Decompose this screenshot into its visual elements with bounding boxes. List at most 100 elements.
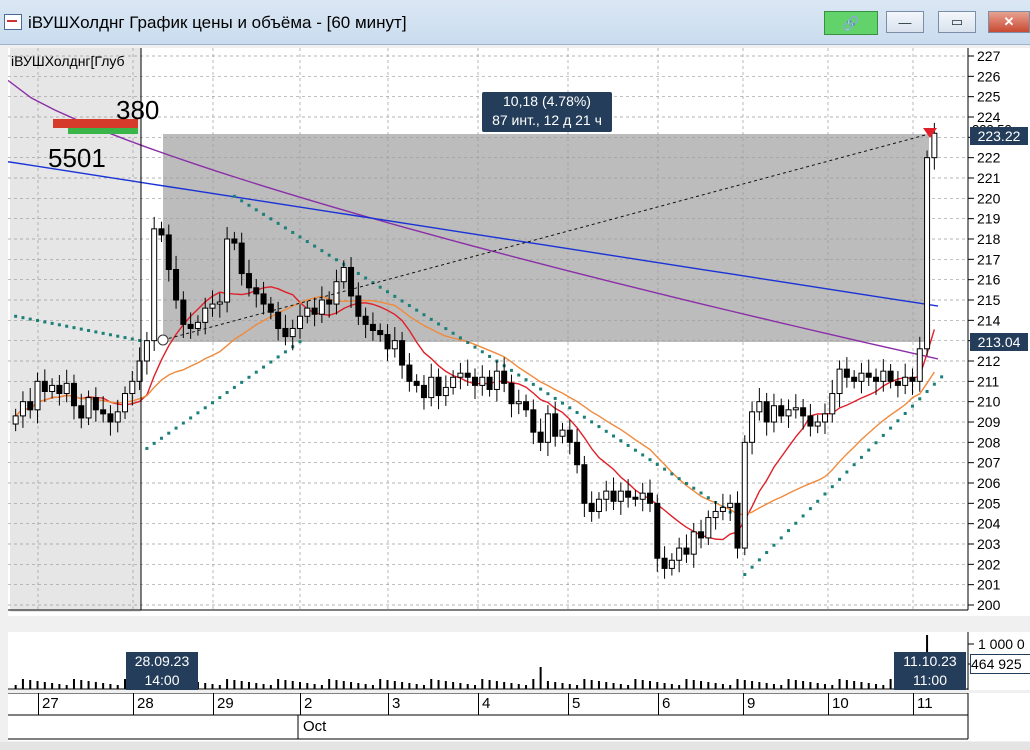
- y-tick-label: 226: [977, 68, 1001, 84]
- sar-dot: [546, 392, 550, 396]
- candle: [646, 479, 653, 513]
- y-tick-label: 219: [977, 211, 1001, 227]
- candle: [348, 257, 355, 308]
- candle: [632, 490, 639, 507]
- candle: [712, 501, 719, 530]
- sar-dot: [590, 420, 594, 424]
- candle: [683, 534, 690, 563]
- candle: [413, 374, 420, 393]
- date-axis-tick: [300, 693, 301, 715]
- candle: [493, 360, 500, 402]
- minimize-button[interactable]: —: [886, 11, 924, 33]
- y-tick-label: 207: [977, 455, 1001, 471]
- candle: [734, 491, 741, 559]
- candle: [843, 357, 850, 388]
- last-bar-time: 11:00: [913, 672, 947, 688]
- sar-dot: [641, 453, 645, 457]
- measure-start-price-tag: 213.04: [970, 333, 1028, 351]
- candle: [865, 359, 872, 387]
- y-tick-label: 208: [977, 434, 1001, 450]
- candle: [858, 362, 865, 394]
- sar-dot: [407, 304, 411, 308]
- y-tick-label: 215: [977, 292, 1001, 308]
- sar-dot: [247, 203, 251, 207]
- y-tick-label: 220: [977, 190, 1001, 206]
- candle: [523, 394, 530, 417]
- sar-dot: [903, 411, 907, 415]
- link-icon: 🔗: [842, 14, 860, 31]
- sar-dot: [203, 406, 207, 410]
- sar-dot: [393, 294, 397, 298]
- candle: [238, 232, 245, 286]
- candle: [851, 370, 858, 389]
- measure-line: [162, 133, 930, 341]
- candle: [537, 418, 544, 452]
- sar-dot: [43, 320, 47, 324]
- sar-dot: [896, 419, 900, 423]
- candle: [428, 363, 435, 407]
- candle: [391, 327, 398, 358]
- candle: [668, 553, 675, 576]
- sar-dot: [874, 441, 878, 445]
- candle: [12, 408, 19, 432]
- sar-dot: [918, 397, 922, 401]
- sar-dot: [189, 416, 193, 420]
- last-bar-date: 11.10.23: [903, 653, 957, 669]
- sar-dot: [283, 350, 287, 354]
- maximize-button[interactable]: ▭: [938, 11, 976, 33]
- candle: [369, 312, 376, 341]
- candle: [472, 368, 478, 400]
- candle: [595, 492, 602, 519]
- candle: [792, 394, 799, 419]
- candle: [705, 510, 712, 546]
- sar-dot: [940, 375, 944, 379]
- instrument-label: iВУШХолднг[Глуб: [11, 53, 125, 69]
- sar-dot: [925, 390, 929, 393]
- candle: [836, 360, 843, 408]
- sar-dot: [830, 485, 834, 489]
- sar-dot: [867, 448, 871, 452]
- date-axis-day: 9: [747, 695, 756, 712]
- sar-dot: [276, 355, 280, 359]
- sar-dot: [196, 411, 200, 415]
- link-toggle-button[interactable]: 🔗: [824, 11, 878, 35]
- candle: [377, 323, 384, 342]
- sar-dot: [429, 317, 433, 321]
- candle: [450, 370, 457, 395]
- price-chart-pane[interactable]: 200 201 202 203 204 205 206 207 208 209 210 211 212 2…: [8, 48, 1030, 616]
- crosshair-time: 14:00: [144, 672, 180, 688]
- sar-dot: [663, 467, 667, 471]
- candle: [420, 375, 427, 410]
- sar-dot: [14, 314, 18, 318]
- crosshair-date-label: 28.09.23 14:00: [126, 652, 198, 690]
- sar-dot: [633, 448, 637, 452]
- y-tick-label: 212: [977, 353, 1001, 369]
- candle: [479, 365, 486, 396]
- sar-dot: [269, 360, 273, 364]
- sar-dot: [910, 404, 914, 408]
- candle: [122, 386, 129, 419]
- candle: [78, 393, 85, 429]
- candle: [625, 479, 632, 508]
- sar-dot: [575, 410, 579, 414]
- sar-dot: [794, 521, 798, 525]
- sar-dot: [254, 370, 258, 374]
- candle: [355, 282, 362, 326]
- candle: [800, 399, 807, 430]
- close-button[interactable]: ✕: [988, 11, 1030, 33]
- candle: [515, 389, 522, 415]
- sar-dot: [65, 324, 69, 328]
- candle: [384, 324, 391, 361]
- sar-dot: [72, 326, 76, 330]
- sar-dot: [218, 396, 222, 400]
- candle: [85, 390, 92, 426]
- sar-dot: [130, 337, 134, 341]
- candle: [756, 388, 763, 421]
- sar-dot: [116, 334, 120, 338]
- sar-dot: [415, 308, 419, 312]
- sar-dot: [240, 380, 244, 384]
- price-chart-svg[interactable]: 200 201 202 203 204 205 206 207 208 209 210 211 212 2…: [8, 48, 1030, 616]
- sar-dot: [597, 425, 601, 429]
- candle: [92, 387, 99, 422]
- sar-dot: [101, 331, 105, 335]
